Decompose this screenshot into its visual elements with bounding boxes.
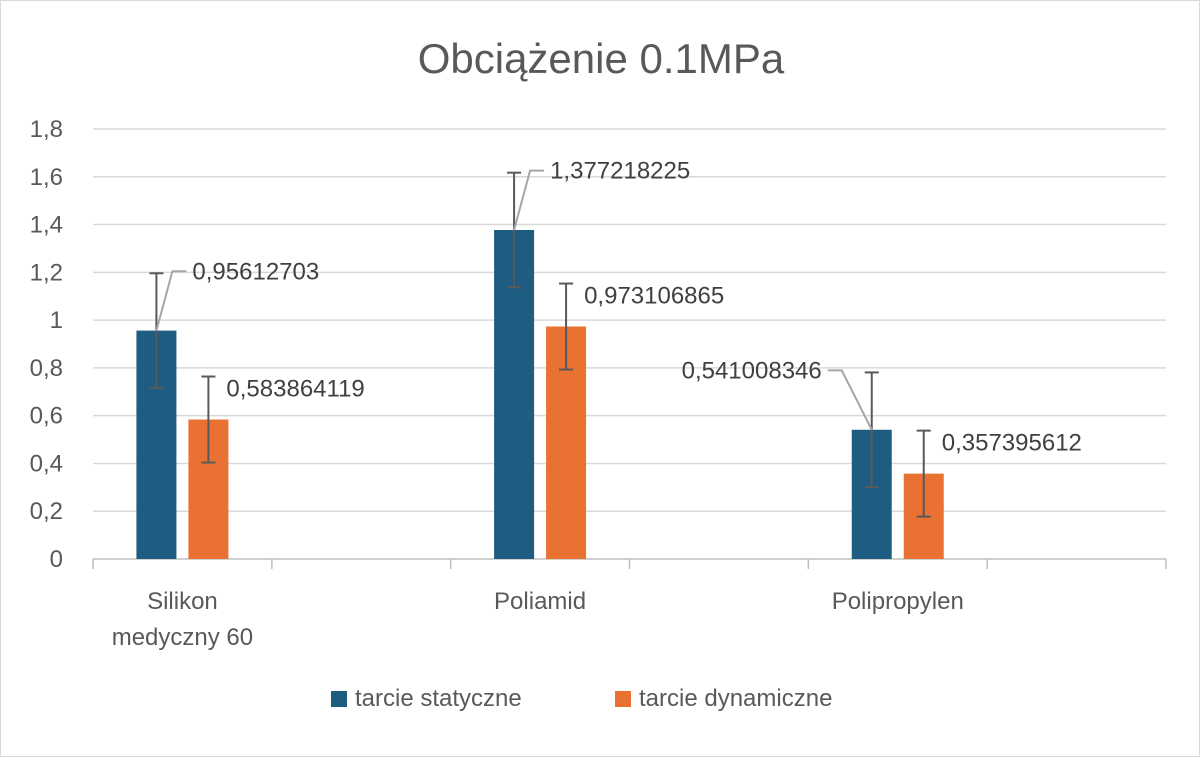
legend-swatch [615, 691, 631, 707]
data-label-leader [513, 169, 545, 231]
data-label: 0,973106865 [584, 283, 724, 310]
y-tick-label: 1,2 [30, 259, 63, 286]
data-label-leader [827, 369, 873, 431]
y-tick-label: 0 [50, 546, 63, 573]
y-tick-label: 1,8 [30, 116, 63, 143]
legend-swatch [331, 691, 347, 707]
data-label: 0,583864119 [226, 376, 364, 403]
data-label: 1,377218225 [550, 158, 690, 185]
x-category-label: Poliamid [494, 588, 586, 615]
data-label-leader [155, 270, 187, 331]
y-tick-label: 0,2 [30, 498, 63, 525]
data-label: 0,95612703 [192, 258, 319, 285]
chart-title: Obciążenie 0.1MPa [418, 35, 785, 82]
legend-label: tarcie statyczne [355, 685, 522, 712]
legend-label: tarcie dynamiczne [639, 685, 832, 712]
y-tick-label: 1,4 [30, 212, 63, 239]
legend-item: tarcie statyczne [331, 685, 522, 712]
legend-item: tarcie dynamiczne [615, 685, 832, 712]
x-category-label: Polipropylen [832, 588, 964, 615]
x-category-label: Silikon medyczny 60 [112, 588, 253, 651]
y-tick-label: 0,6 [30, 403, 63, 430]
data-label: 0,541008346 [682, 357, 822, 384]
y-tick-label: 1,6 [30, 164, 63, 191]
y-tick-label: 1 [50, 307, 63, 334]
y-tick-label: 0,4 [30, 450, 63, 477]
data-label: 0,357395612 [942, 430, 1082, 457]
y-tick-label: 0,8 [30, 355, 63, 382]
